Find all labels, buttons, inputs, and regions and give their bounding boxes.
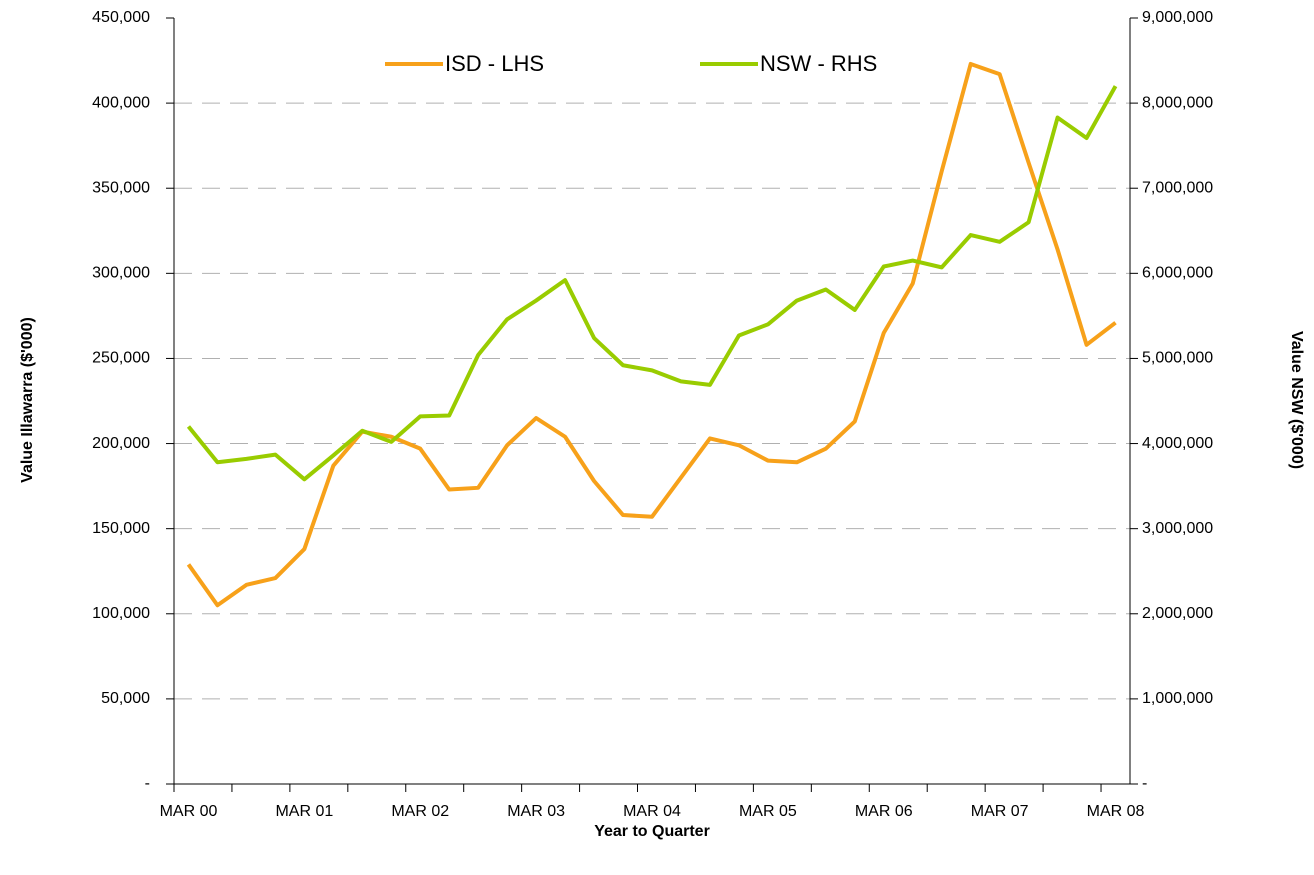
y2-tick-label: 5,000,000 [1142, 350, 1213, 367]
y-tick-label: 250,000 [92, 350, 150, 367]
y2-tick-label: 2,000,000 [1142, 605, 1213, 622]
y2-tick-label: 9,000,000 [1142, 9, 1213, 26]
x-tick-label: MAR 02 [391, 803, 449, 820]
x-tick-label: MAR 05 [739, 803, 797, 820]
y-tick-label: 150,000 [92, 520, 150, 537]
series-line [186, 61, 1117, 608]
x-tick-label: MAR 06 [855, 803, 913, 820]
series-line [186, 85, 1118, 482]
x-tick-label: MAR 03 [507, 803, 565, 820]
y-tick-label: 200,000 [92, 435, 150, 452]
y2-tick-label: 8,000,000 [1142, 94, 1213, 111]
x-tick-label: MAR 08 [1087, 803, 1145, 820]
y-axis-title: Value Illawarra ($'000) [19, 317, 36, 483]
x-axis-title: Year to Quarter [594, 823, 710, 840]
y2-tick-label: 1,000,000 [1142, 690, 1213, 707]
y2-axis-title: Value NSW ($'000) [1288, 331, 1305, 469]
y-tick-label: 100,000 [92, 605, 150, 622]
y-tick-label: 350,000 [92, 179, 150, 196]
y2-tick-label: 4,000,000 [1142, 435, 1213, 452]
y-tick-label: 450,000 [92, 9, 150, 26]
x-tick-label: MAR 00 [160, 803, 218, 820]
x-tick-label: MAR 04 [623, 803, 681, 820]
y-tick-label: 50,000 [101, 690, 150, 707]
x-tick-label: MAR 07 [971, 803, 1029, 820]
y2-tick-label: 3,000,000 [1142, 520, 1213, 537]
legend-label: NSW - RHS [760, 51, 877, 76]
y-tick-label: - [145, 775, 150, 792]
y2-tick-label: - [1142, 775, 1147, 792]
legend-label: ISD - LHS [445, 51, 544, 76]
x-tick-label: MAR 01 [275, 803, 333, 820]
y-tick-label: 400,000 [92, 94, 150, 111]
y2-tick-label: 7,000,000 [1142, 179, 1213, 196]
y-tick-label: 300,000 [92, 265, 150, 282]
y2-tick-label: 6,000,000 [1142, 265, 1213, 282]
